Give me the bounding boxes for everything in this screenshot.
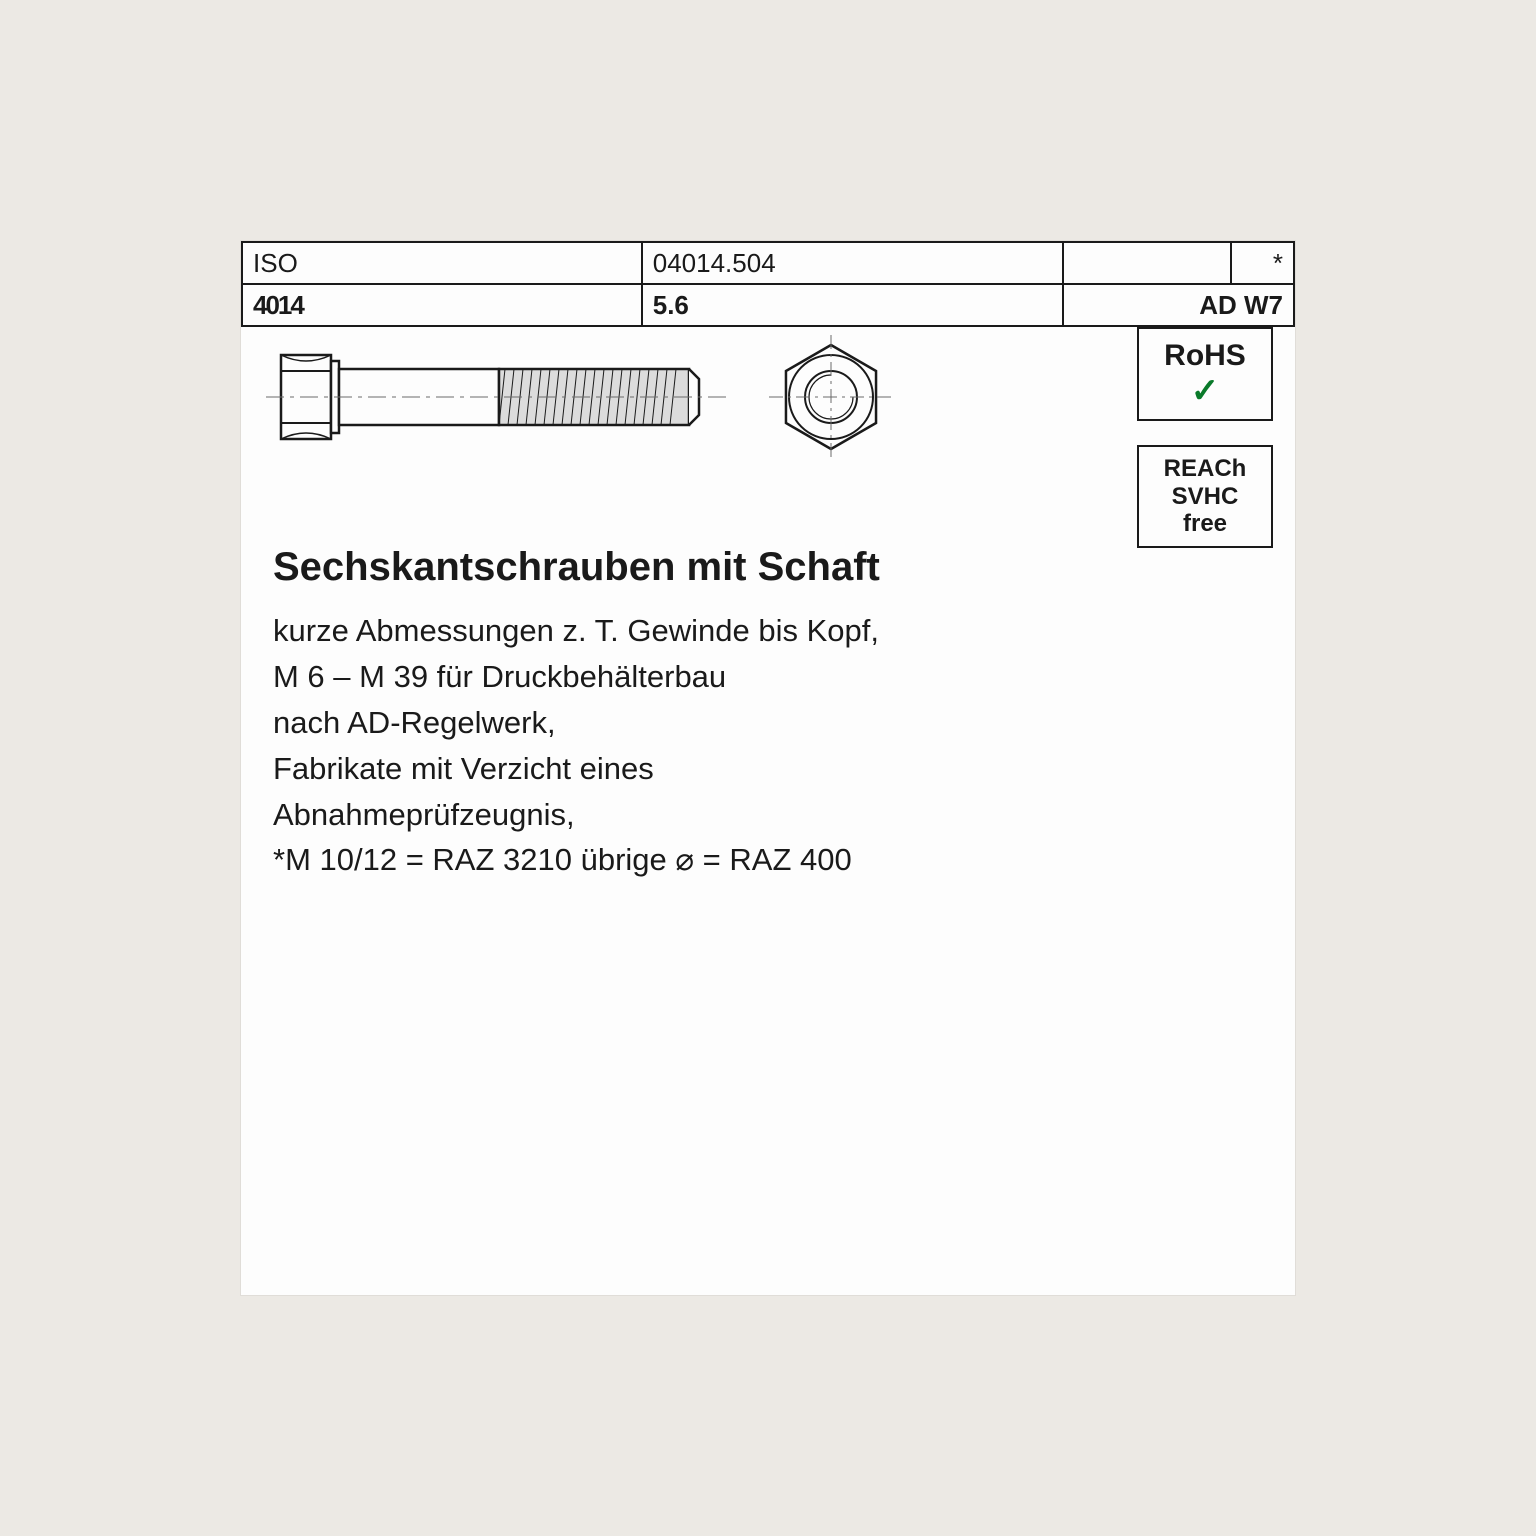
hdr-code: 04014.504: [642, 242, 1063, 284]
hdr-asterisk: *: [1231, 242, 1294, 284]
drawing-area: RoHS ✓ REACh SVHC free: [241, 327, 1295, 507]
rohs-label: RoHS: [1164, 339, 1246, 372]
reach-l2: SVHC: [1143, 483, 1267, 511]
product-title: Sechskantschrauben mit Schaft: [273, 545, 997, 590]
check-icon: ✓: [1143, 372, 1267, 411]
standard-number: 4014: [242, 284, 642, 326]
header-table: ISO 04014.504 * 4014 5.6 AD W7: [241, 241, 1295, 327]
product-body: kurze Abmessungen z. T. Gewinde bis Kopf…: [273, 608, 997, 883]
reach-badge: REACh SVHC free: [1137, 445, 1273, 548]
description: Sechskantschrauben mit Schaft kurze Abme…: [241, 545, 1021, 883]
hdr-standard: ISO: [242, 242, 642, 284]
strength-grade: 5.6: [642, 284, 1063, 326]
reach-l1: REACh: [1143, 455, 1267, 483]
rohs-badge: RoHS ✓: [1137, 327, 1273, 421]
spec-adw7: AD W7: [1063, 284, 1294, 326]
datasheet: ISO 04014.504 * 4014 5.6 AD W7 RoHS ✓ RE…: [240, 240, 1296, 1296]
hdr-empty: [1063, 242, 1231, 284]
reach-l3: free: [1143, 510, 1267, 538]
bolt-drawing: [261, 327, 961, 507]
